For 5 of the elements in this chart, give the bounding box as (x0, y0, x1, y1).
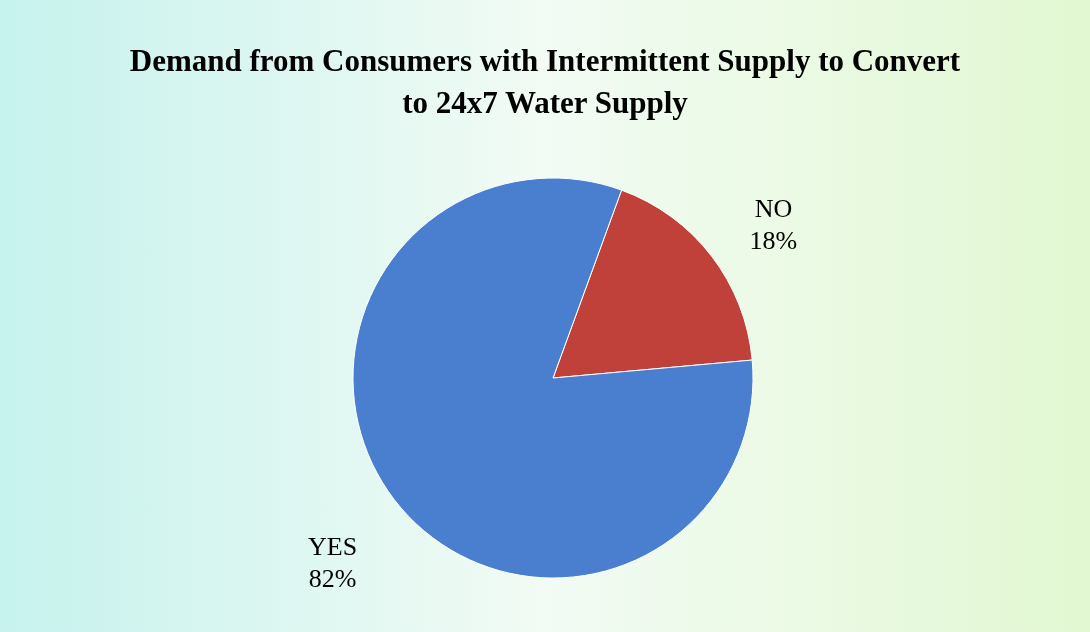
chart-title: Demand from Consumers with Intermittent Supply to Convert to 24x7 Water Supply (129, 43, 961, 120)
slice-label: YES (308, 532, 358, 562)
data-label: 18% (749, 225, 798, 255)
slice-label: NO (754, 193, 793, 223)
data-label: 82% (308, 564, 357, 594)
